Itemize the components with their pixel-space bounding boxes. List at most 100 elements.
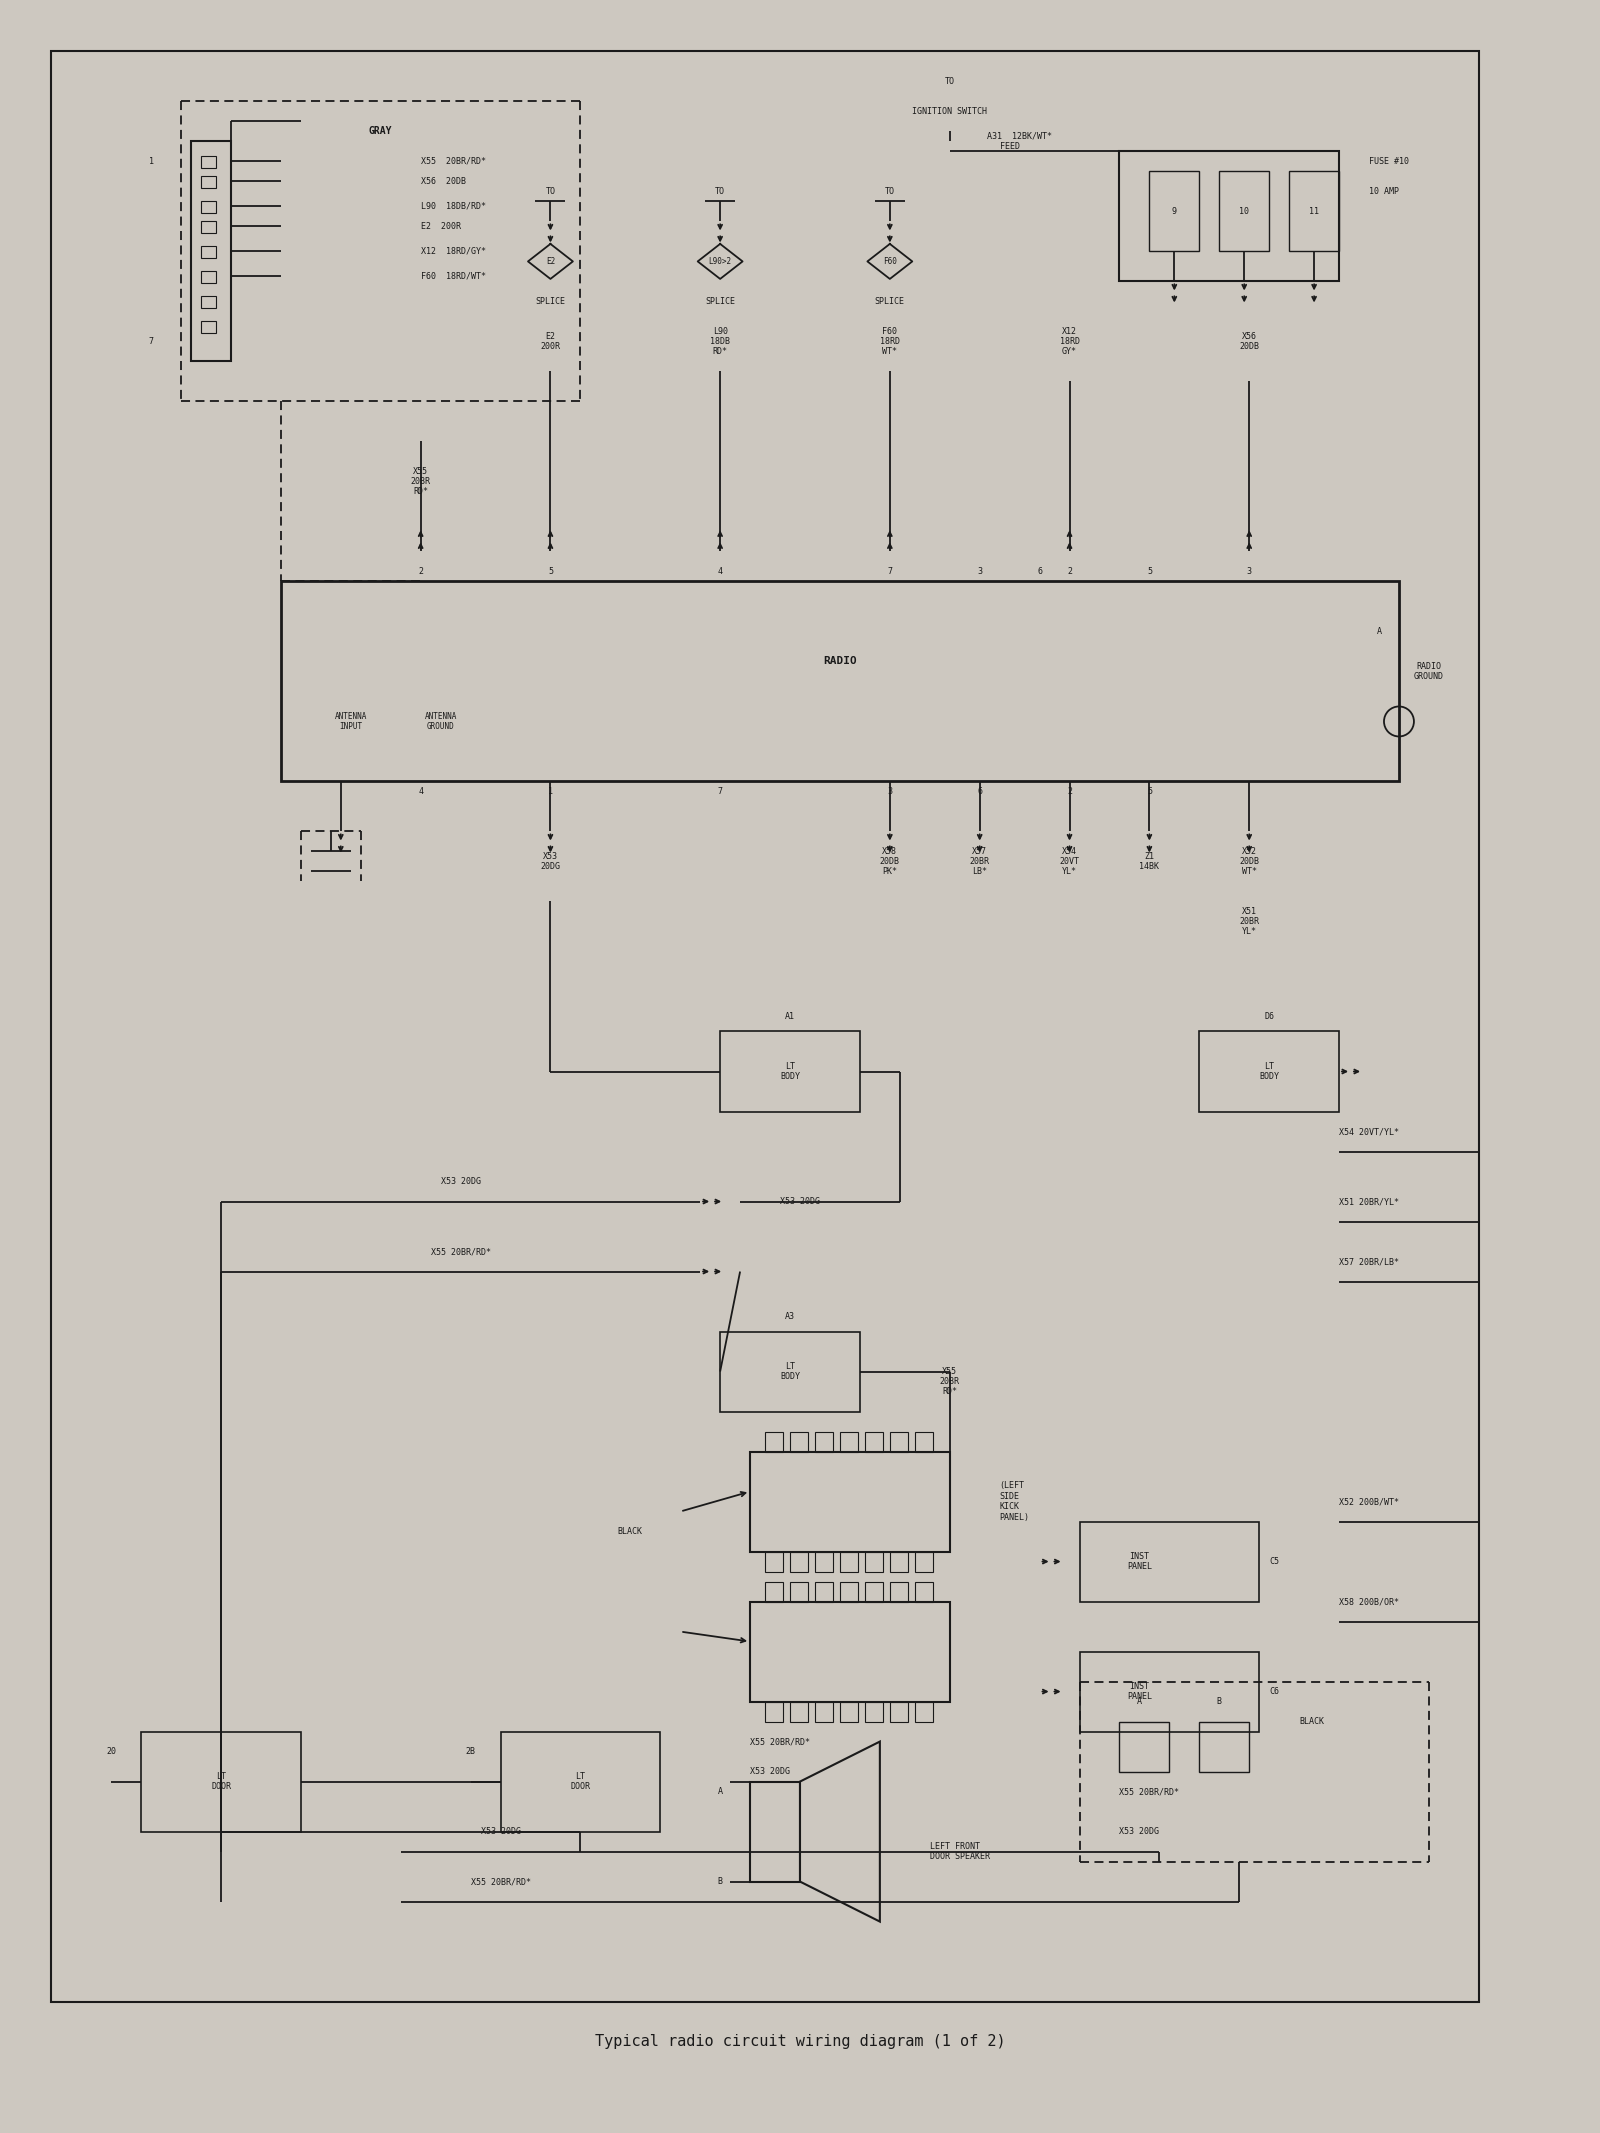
- Text: X57
20BR
LB*: X57 20BR LB*: [970, 847, 990, 877]
- Text: X52 200B/WT*: X52 200B/WT*: [1339, 1497, 1398, 1506]
- Text: LT
BODY: LT BODY: [1259, 1062, 1278, 1081]
- Bar: [790, 1702, 808, 1721]
- Bar: [866, 1551, 883, 1572]
- Text: 20: 20: [106, 1747, 117, 1755]
- Text: SPLICE: SPLICE: [706, 296, 734, 305]
- Text: X54
20VT
YL*: X54 20VT YL*: [1059, 847, 1080, 877]
- Text: L90>2: L90>2: [709, 256, 731, 267]
- Polygon shape: [800, 1741, 880, 1922]
- Text: X55 20BR/RD*: X55 20BR/RD*: [1120, 1787, 1179, 1796]
- Bar: [765, 1551, 782, 1572]
- Text: 7: 7: [718, 787, 723, 796]
- Text: FUSE #10: FUSE #10: [1370, 158, 1410, 166]
- Text: 1: 1: [149, 158, 154, 166]
- Bar: [840, 1431, 858, 1453]
- Bar: [765, 1702, 782, 1721]
- Text: A1: A1: [786, 1011, 795, 1022]
- Bar: [202, 177, 216, 188]
- Bar: [790, 1431, 808, 1453]
- Text: 7: 7: [888, 567, 893, 576]
- Bar: [750, 1781, 800, 1881]
- Bar: [915, 1431, 933, 1453]
- Bar: [202, 201, 216, 213]
- Text: 1: 1: [547, 787, 554, 796]
- Bar: [840, 1702, 858, 1721]
- Bar: [202, 322, 216, 333]
- Bar: [141, 1732, 301, 1832]
- Bar: [1149, 171, 1200, 252]
- Bar: [202, 156, 216, 169]
- Text: C5: C5: [1269, 1557, 1278, 1566]
- Text: RADIO: RADIO: [822, 657, 858, 665]
- Bar: [840, 1551, 858, 1572]
- Text: 2: 2: [1067, 567, 1072, 576]
- Text: X51 20BR/YL*: X51 20BR/YL*: [1339, 1197, 1398, 1205]
- Text: 4: 4: [418, 787, 422, 796]
- Text: B: B: [718, 1877, 723, 1886]
- Text: 5: 5: [1147, 787, 1152, 796]
- Text: X58
20DB
PK*: X58 20DB PK*: [880, 847, 899, 877]
- Text: X56  20DB: X56 20DB: [421, 177, 466, 186]
- Bar: [1200, 1721, 1250, 1773]
- Bar: [1080, 1651, 1259, 1732]
- Bar: [190, 141, 230, 360]
- Bar: [720, 1331, 859, 1412]
- Text: 5: 5: [547, 567, 554, 576]
- Bar: [1120, 151, 1339, 282]
- Text: 10: 10: [1240, 207, 1250, 215]
- Text: TO: TO: [546, 188, 555, 196]
- Text: X53 20DG: X53 20DG: [480, 1828, 520, 1837]
- Text: E2  200R: E2 200R: [421, 222, 461, 230]
- Text: X55  20BR/RD*: X55 20BR/RD*: [421, 158, 486, 166]
- Bar: [915, 1702, 933, 1721]
- Text: 6: 6: [978, 787, 982, 796]
- Text: C6: C6: [1269, 1687, 1278, 1696]
- Bar: [915, 1551, 933, 1572]
- Text: X53 20DG: X53 20DG: [1120, 1828, 1160, 1837]
- Text: F60  18RD/WT*: F60 18RD/WT*: [421, 271, 486, 282]
- Text: X56
20DB: X56 20DB: [1240, 333, 1259, 352]
- Bar: [840, 1581, 858, 1602]
- Bar: [501, 1732, 661, 1832]
- Bar: [814, 1702, 834, 1721]
- Text: L90  18DB/RD*: L90 18DB/RD*: [421, 203, 486, 211]
- Text: A31  12BK/WT*: A31 12BK/WT*: [987, 132, 1053, 141]
- Bar: [890, 1702, 907, 1721]
- Bar: [750, 1602, 950, 1702]
- Text: 2B: 2B: [466, 1747, 475, 1755]
- Bar: [866, 1431, 883, 1453]
- Bar: [915, 1581, 933, 1602]
- Bar: [202, 296, 216, 309]
- Text: 11: 11: [1309, 207, 1318, 215]
- Bar: [765, 1581, 782, 1602]
- Text: X58 200B/OR*: X58 200B/OR*: [1339, 1598, 1398, 1606]
- Text: 5: 5: [1147, 567, 1152, 576]
- Text: TO: TO: [715, 188, 725, 196]
- Text: A: A: [1376, 627, 1381, 636]
- Text: INST
PANEL: INST PANEL: [1126, 1681, 1152, 1702]
- Text: 9: 9: [1171, 207, 1178, 215]
- Text: X57 20BR/LB*: X57 20BR/LB*: [1339, 1256, 1398, 1267]
- Text: 2: 2: [1067, 787, 1072, 796]
- Bar: [890, 1581, 907, 1602]
- Bar: [765, 1431, 782, 1453]
- Text: (LEFT
SIDE
KICK
PANEL): (LEFT SIDE KICK PANEL): [1000, 1482, 1030, 1521]
- Bar: [866, 1702, 883, 1721]
- Text: SPLICE: SPLICE: [536, 296, 565, 305]
- Bar: [790, 1581, 808, 1602]
- Text: IGNITION SWITCH: IGNITION SWITCH: [912, 107, 987, 115]
- Bar: [814, 1581, 834, 1602]
- Text: FEED: FEED: [1000, 143, 1019, 151]
- Bar: [866, 1581, 883, 1602]
- Text: A: A: [718, 1787, 723, 1796]
- Text: X12
18RD
GY*: X12 18RD GY*: [1059, 326, 1080, 356]
- Text: 2: 2: [418, 567, 422, 576]
- Text: TO: TO: [944, 77, 955, 85]
- Bar: [202, 247, 216, 258]
- Text: E2
200R: E2 200R: [541, 333, 560, 352]
- Text: L90
18DB
RD*: L90 18DB RD*: [710, 326, 730, 356]
- Text: X51
20BR
YL*: X51 20BR YL*: [1240, 907, 1259, 936]
- Text: INST
PANEL: INST PANEL: [1126, 1553, 1152, 1572]
- Text: ANTENNA
INPUT: ANTENNA INPUT: [334, 712, 366, 732]
- Text: BLACK: BLACK: [1299, 1717, 1325, 1726]
